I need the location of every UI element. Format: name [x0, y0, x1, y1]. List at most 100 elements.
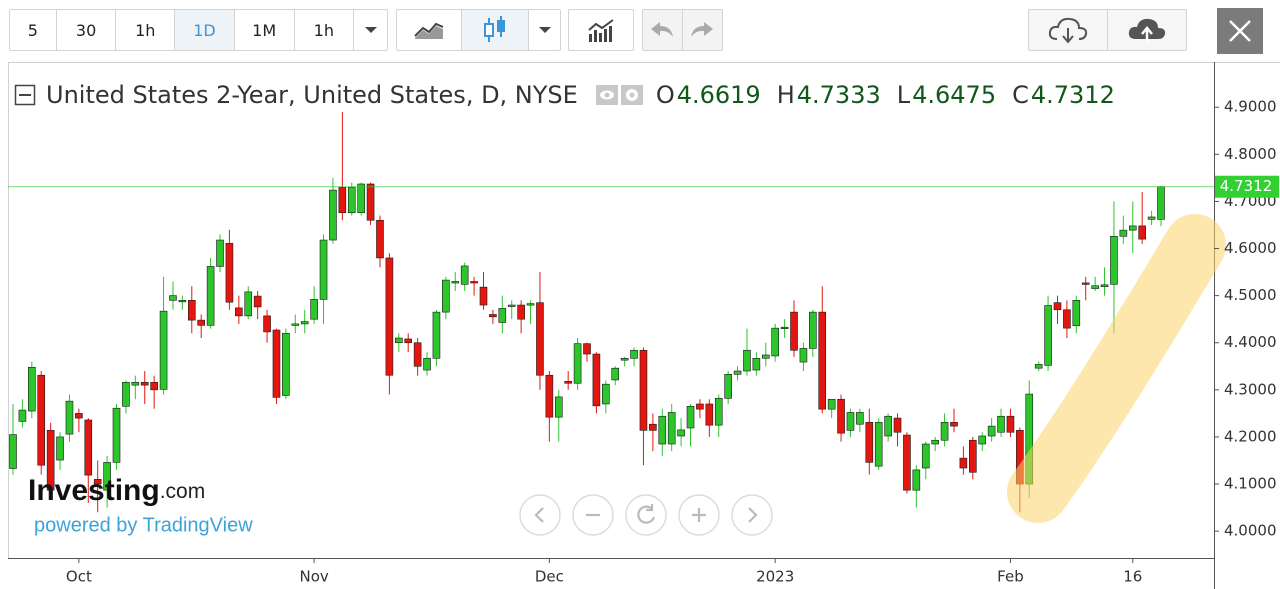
undo-icon [651, 22, 674, 37]
candle-body [357, 183, 365, 214]
caret-icon [538, 27, 551, 33]
x-tick-label: 16 [1123, 568, 1142, 586]
line-chart-button[interactable] [397, 10, 462, 50]
collapse-icon[interactable] [14, 84, 36, 106]
candle-body [526, 303, 535, 306]
candle-body [827, 398, 836, 410]
candle-body [931, 439, 939, 445]
scroll-left-button[interactable] [519, 494, 561, 536]
candle-body [649, 423, 657, 431]
load-button[interactable] [1029, 10, 1108, 50]
candle-body [206, 266, 215, 326]
candle-body [564, 381, 572, 384]
candle-body [103, 462, 111, 491]
candle-body [159, 310, 168, 390]
x-tick-label: 2023 [756, 568, 794, 586]
interval-button[interactable]: 1M [235, 10, 295, 50]
ohlc-value: 4.6619 [676, 81, 761, 109]
series-icons [595, 85, 643, 105]
candle-body [263, 315, 271, 333]
candle-body [630, 349, 638, 359]
candle-body [677, 429, 685, 437]
powered-by: powered by TradingView [34, 514, 253, 536]
interval-button[interactable]: 1h [295, 10, 355, 50]
dropdown-button[interactable] [354, 10, 387, 50]
candle-body [479, 286, 488, 306]
candle-body [28, 366, 36, 412]
candle-body [1138, 225, 1146, 240]
candle-body [752, 357, 761, 371]
highlight-stroke [1007, 214, 1226, 523]
candle-body [1044, 305, 1052, 366]
scroll-right-button[interactable] [731, 494, 773, 536]
ohlc-key: O [655, 81, 675, 109]
candle-body [893, 417, 902, 433]
y-tick-label: 4.4000 [1224, 333, 1277, 351]
y-tick-label: 4.2000 [1224, 427, 1277, 445]
candle-body [442, 279, 450, 313]
indicators-button[interactable] [569, 10, 633, 50]
nav-controls [519, 494, 773, 536]
ohlc-value: 4.7312 [1030, 81, 1115, 109]
dropdown-button[interactable] [529, 10, 560, 50]
series-title: United States 2-Year, United States, D, … [46, 81, 578, 109]
indicators-group [568, 9, 634, 51]
candle-body [921, 443, 930, 469]
candle-body [84, 419, 93, 476]
history-group [642, 9, 723, 51]
y-tick-label: 4.5000 [1224, 286, 1277, 304]
x-tick-label: Nov [299, 568, 328, 586]
candle-body [573, 343, 582, 384]
candle-body [743, 349, 751, 372]
plot [8, 111, 1214, 513]
candle-body [545, 374, 554, 418]
candle-body [874, 422, 883, 467]
candle-body [498, 308, 507, 323]
interval-button[interactable]: 30 [57, 10, 117, 50]
candle-body [187, 300, 196, 321]
candle-body [554, 396, 563, 418]
candle-body [404, 338, 413, 344]
candle-body [536, 302, 544, 376]
interval-button[interactable]: 1h [116, 10, 176, 50]
candle-body [338, 186, 347, 214]
close-button[interactable] [1217, 8, 1263, 54]
candle-body [658, 415, 667, 445]
x-tick-label: Oct [66, 568, 92, 586]
candle-body [799, 348, 808, 363]
candle-body [611, 367, 620, 381]
candle-body [470, 281, 478, 284]
candle-body [150, 382, 158, 391]
save-button[interactable] [1108, 10, 1186, 50]
redo-button[interactable] [683, 10, 723, 50]
candle-chart-button[interactable] [462, 10, 529, 50]
candle-body [46, 430, 55, 491]
candle-body [818, 311, 827, 410]
candle-body [272, 329, 281, 398]
line-icon [414, 22, 444, 39]
plus-icon [692, 508, 706, 522]
candle-icon [484, 16, 505, 42]
interval-button[interactable]: 5 [10, 10, 57, 50]
candle-body [686, 406, 695, 429]
ohlc-key: L [896, 81, 911, 109]
candle-body [761, 354, 770, 359]
y-tick-label: 4.1000 [1224, 475, 1277, 493]
candle-body [366, 183, 375, 221]
candle-body [112, 407, 121, 463]
candle-body [131, 382, 140, 386]
indicators-icon [588, 19, 614, 42]
candle-body [846, 412, 855, 431]
candle-body [1091, 285, 1099, 289]
reset-button[interactable] [625, 494, 667, 536]
candle-body [140, 382, 149, 386]
candle-body [451, 281, 460, 284]
undo-button[interactable] [643, 10, 683, 50]
ohlc-value: 4.7333 [796, 81, 881, 109]
ohlc-key: H [776, 81, 795, 109]
left-arrow [534, 507, 544, 523]
interval-button[interactable]: 1D [175, 10, 235, 50]
candle-body [65, 400, 74, 435]
candle-body [959, 457, 968, 469]
